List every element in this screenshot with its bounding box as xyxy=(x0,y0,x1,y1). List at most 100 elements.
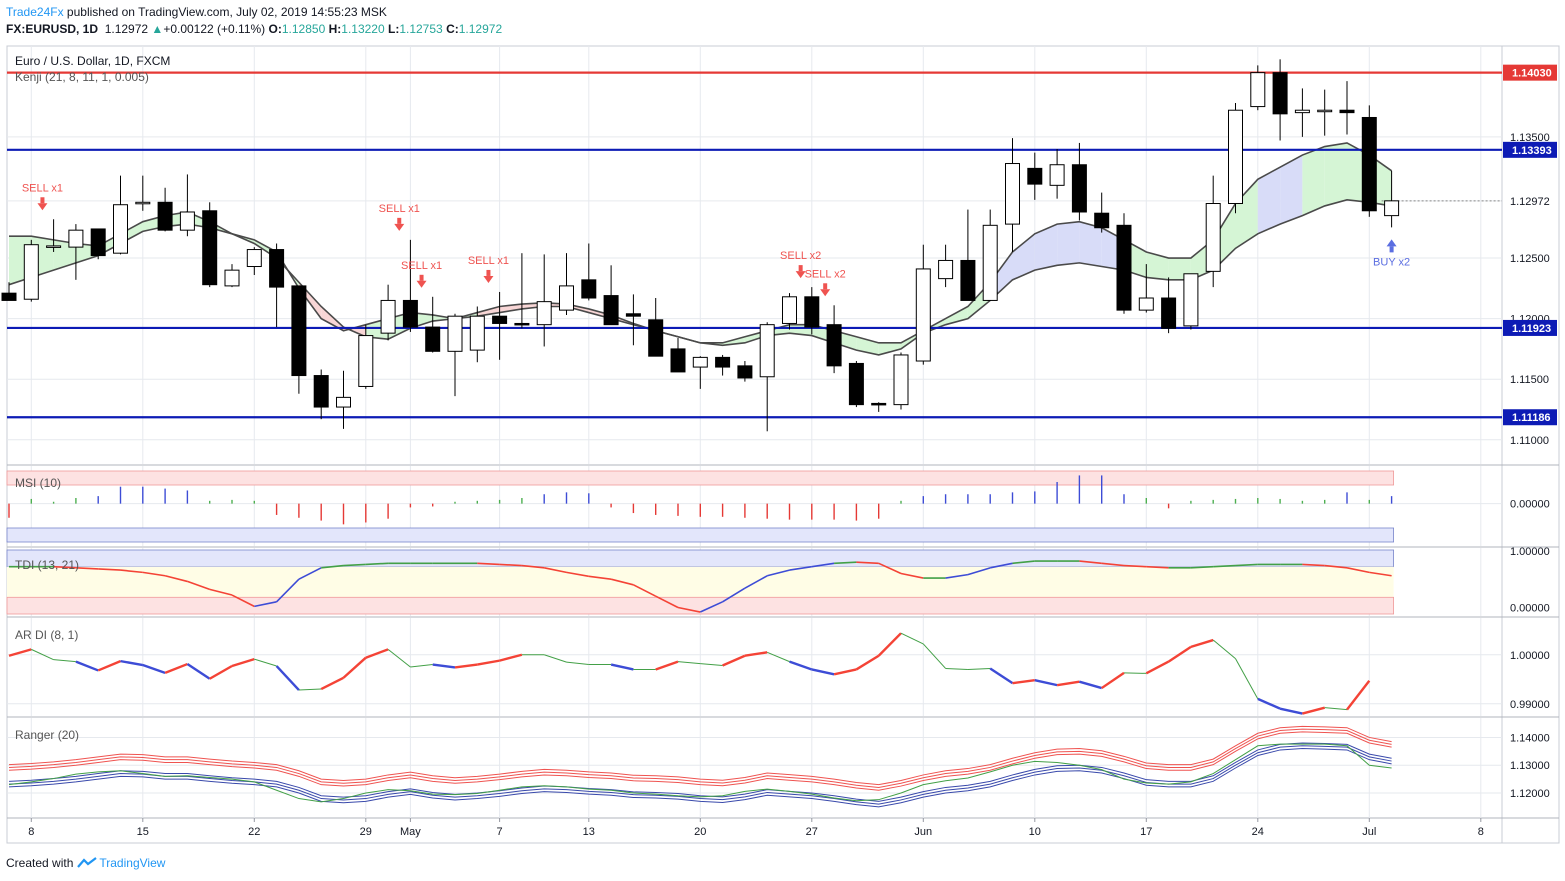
ardi-line-segment xyxy=(97,660,121,672)
ardi-line-segment xyxy=(1212,639,1236,660)
ranger-band-line xyxy=(8,725,1392,786)
tdi-line-segment xyxy=(633,584,657,597)
ardi-line-segment xyxy=(1056,680,1080,687)
ardi-line-segment xyxy=(811,668,835,676)
tdi-line-segment xyxy=(1213,564,1236,568)
main-chart-title: Euro / U.S. Dollar, 1D, FXCM xyxy=(15,54,170,68)
ardi-line-segment xyxy=(922,643,946,669)
footer-credit: Created with TradingView xyxy=(6,855,165,871)
candle-body xyxy=(23,244,39,300)
candle-body xyxy=(804,296,820,328)
candle-body xyxy=(1138,297,1154,311)
change-value: +0.00122 (+0.11%) xyxy=(163,22,266,36)
msi-lower-band xyxy=(6,527,1394,543)
tdi-line-segment xyxy=(967,567,991,576)
sell-arrow-icon xyxy=(40,197,45,204)
level-price-badge xyxy=(1503,409,1557,426)
kenji-cloud-segment xyxy=(1235,179,1258,249)
tdi-line-segment xyxy=(276,578,300,603)
sell-arrow-icon xyxy=(820,289,831,297)
time-tick-label: 27 xyxy=(806,826,818,838)
ardi-line-segment xyxy=(1012,679,1035,685)
level-price-label: 1.13393 xyxy=(1512,145,1552,157)
kenji-cloud-segment xyxy=(878,342,901,355)
candle-body xyxy=(1116,224,1132,311)
ardi-line-segment xyxy=(275,665,300,691)
last-price: 1.12972 xyxy=(104,22,149,36)
candle-body xyxy=(1049,164,1065,186)
ardi-line-segment xyxy=(1079,680,1103,690)
tdi-line-segment xyxy=(1190,565,1214,569)
tdi-line-segment xyxy=(343,563,366,567)
ardi-line-segment xyxy=(967,667,991,670)
time-tick-label: 29 xyxy=(360,826,372,838)
tdi-line-segment xyxy=(98,568,121,571)
buy-arrow-icon xyxy=(1386,239,1397,247)
tdi-line-segment xyxy=(1012,560,1035,565)
ardi-line-segment xyxy=(1190,638,1214,649)
tdi-line-segment xyxy=(588,575,612,580)
ardi-line-segment xyxy=(454,663,478,669)
buy-arrow-icon xyxy=(1389,246,1394,253)
ardi-line-segment xyxy=(1235,658,1259,700)
candle-body xyxy=(692,356,708,368)
ardi-line-segment xyxy=(877,632,902,657)
kenji-cloud-segment xyxy=(1146,251,1169,280)
candle-body xyxy=(603,295,619,326)
time-tick-label: 10 xyxy=(1029,826,1041,838)
low-value: 1.12753 xyxy=(399,22,443,36)
publisher-brand[interactable]: Trade24Fx xyxy=(6,5,64,19)
kenji-cloud-segment xyxy=(477,306,500,317)
tdi-line-segment xyxy=(1235,563,1258,567)
kenji-cloud-segment xyxy=(1257,167,1281,234)
tdi-line-segment xyxy=(789,565,812,571)
ardi-line-segment xyxy=(120,659,144,667)
candle-body xyxy=(1183,273,1199,327)
candle-body xyxy=(893,354,909,406)
tdi-line-segment xyxy=(53,565,76,569)
tdi-line-segment xyxy=(744,575,768,589)
candle-body xyxy=(46,245,62,248)
candle-body xyxy=(469,315,485,351)
ardi-line-segment xyxy=(1324,707,1348,711)
sell-signal-label: SELL x2 xyxy=(780,250,821,262)
candle-body xyxy=(1361,116,1377,212)
publish-text: published on TradingView.com, July 02, 2… xyxy=(63,5,387,19)
sell-arrow-icon xyxy=(419,274,424,281)
tdi-line-segment xyxy=(499,563,522,567)
candle-body xyxy=(425,326,441,352)
candle-body xyxy=(358,335,374,387)
tdi-line-segment xyxy=(365,562,389,566)
high-label: H: xyxy=(328,22,342,36)
tdi-line-segment xyxy=(878,562,902,575)
ardi-tick-label: 0.99000 xyxy=(1510,699,1550,711)
ardi-line-segment xyxy=(410,664,433,668)
sell-arrow-icon xyxy=(37,203,48,211)
low-label: L: xyxy=(388,22,400,36)
level-price-label: 1.11186 xyxy=(1512,412,1551,424)
msi-upper-band xyxy=(6,470,1394,486)
open-label: O: xyxy=(268,22,282,36)
ranger-signal-line xyxy=(8,743,1392,803)
price-tick-label: 1.13500 xyxy=(1510,132,1550,144)
ranger-band-line xyxy=(8,748,1392,808)
tdi-line-segment xyxy=(298,567,322,580)
kenji-cloud-segment xyxy=(1012,233,1035,280)
sell-arrow-icon xyxy=(416,280,427,288)
candle-body xyxy=(1384,200,1400,217)
tradingview-brand[interactable]: TradingView xyxy=(99,856,166,870)
candle-body xyxy=(1294,109,1310,114)
ardi-line-segment xyxy=(833,668,857,676)
buy-signal-label: BUY x2 xyxy=(1373,256,1410,268)
ardi-line-segment xyxy=(655,660,679,671)
tdi-line-segment xyxy=(856,561,879,565)
candle-body xyxy=(536,301,552,326)
open-value: 1.12850 xyxy=(281,22,326,36)
candle-body xyxy=(1094,212,1110,229)
ranger-tick-label: 1.12000 xyxy=(1510,788,1550,800)
candle-body xyxy=(1161,297,1177,329)
sell-signal-label: SELL x1 xyxy=(468,255,509,267)
level-price-badge xyxy=(1503,319,1557,336)
price-tick-label: 1.11500 xyxy=(1510,374,1549,386)
